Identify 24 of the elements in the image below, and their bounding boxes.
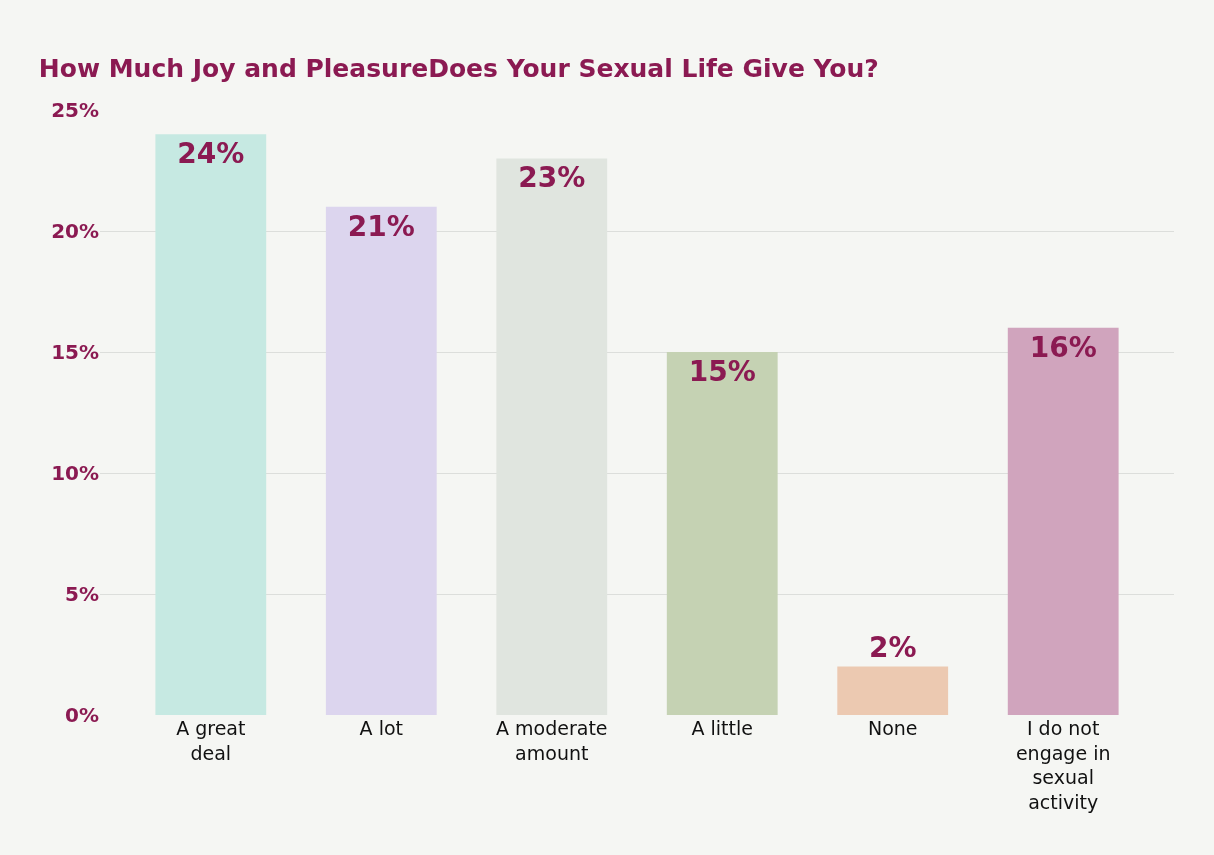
data-label: 23% xyxy=(518,161,586,195)
x-tick-label: I do not engage in sexual activity xyxy=(1015,717,1111,814)
data-label: 24% xyxy=(177,137,245,171)
y-tick-label: 10% xyxy=(51,461,99,485)
y-tick-label: 0% xyxy=(65,703,99,727)
x-tick-label: A little xyxy=(691,717,753,739)
bar xyxy=(837,666,949,715)
y-tick-label: 5% xyxy=(65,582,99,606)
y-tick-label: 25% xyxy=(51,98,99,122)
data-label: 15% xyxy=(688,355,756,388)
chart-title: How Much Joy and PleasureDoes Your Sexual Life Give You? xyxy=(38,54,879,84)
y-tick-label: 15% xyxy=(51,340,99,364)
y-tick-label: 20% xyxy=(51,219,99,243)
x-tick-label: A great deal xyxy=(176,717,246,764)
bar xyxy=(1007,327,1119,715)
bar xyxy=(325,206,437,715)
bar xyxy=(155,134,267,715)
x-tick-label: A lot xyxy=(359,717,403,739)
data-label: 2% xyxy=(868,630,917,664)
x-tick-label: A moderate amount xyxy=(496,717,608,764)
data-label: 21% xyxy=(347,209,415,243)
data-label: 16% xyxy=(1029,330,1097,364)
bar xyxy=(666,352,778,715)
x-tick-label: None xyxy=(867,717,918,739)
